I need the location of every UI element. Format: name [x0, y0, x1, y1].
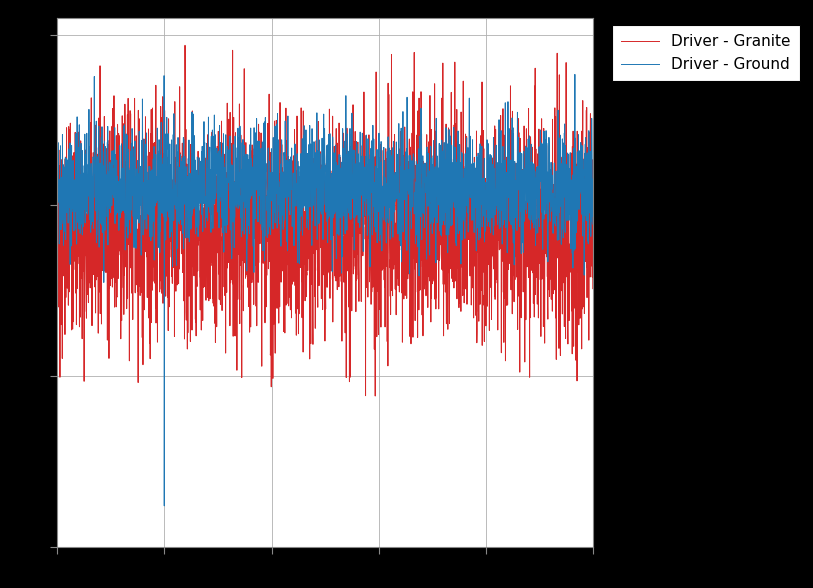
Driver - Ground: [258, 248, 267, 255]
Driver - Ground: [113, 178, 123, 185]
Driver - Ground: [159, 502, 169, 509]
Driver - Granite: [258, 158, 267, 165]
Driver - Granite: [520, 228, 530, 235]
Driver - Granite: [52, 323, 62, 330]
Driver - Granite: [113, 275, 123, 282]
Driver - Ground: [281, 189, 291, 196]
Driver - Ground: [520, 172, 530, 179]
Driver - Ground: [145, 233, 154, 240]
Driver - Granite: [180, 42, 190, 49]
Driver - Granite: [281, 302, 291, 309]
Driver - Granite: [145, 192, 154, 199]
Driver - Granite: [371, 393, 380, 400]
Driver - Granite: [589, 283, 598, 290]
Line: Driver - Granite: Driver - Granite: [57, 45, 593, 396]
Driver - Ground: [52, 171, 62, 178]
Legend: Driver - Granite, Driver - Ground: Driver - Granite, Driver - Ground: [612, 25, 800, 81]
Driver - Ground: [589, 189, 598, 196]
Driver - Ground: [570, 71, 580, 78]
Driver - Ground: [578, 166, 588, 173]
Line: Driver - Ground: Driver - Ground: [57, 75, 593, 506]
Driver - Granite: [578, 219, 588, 226]
